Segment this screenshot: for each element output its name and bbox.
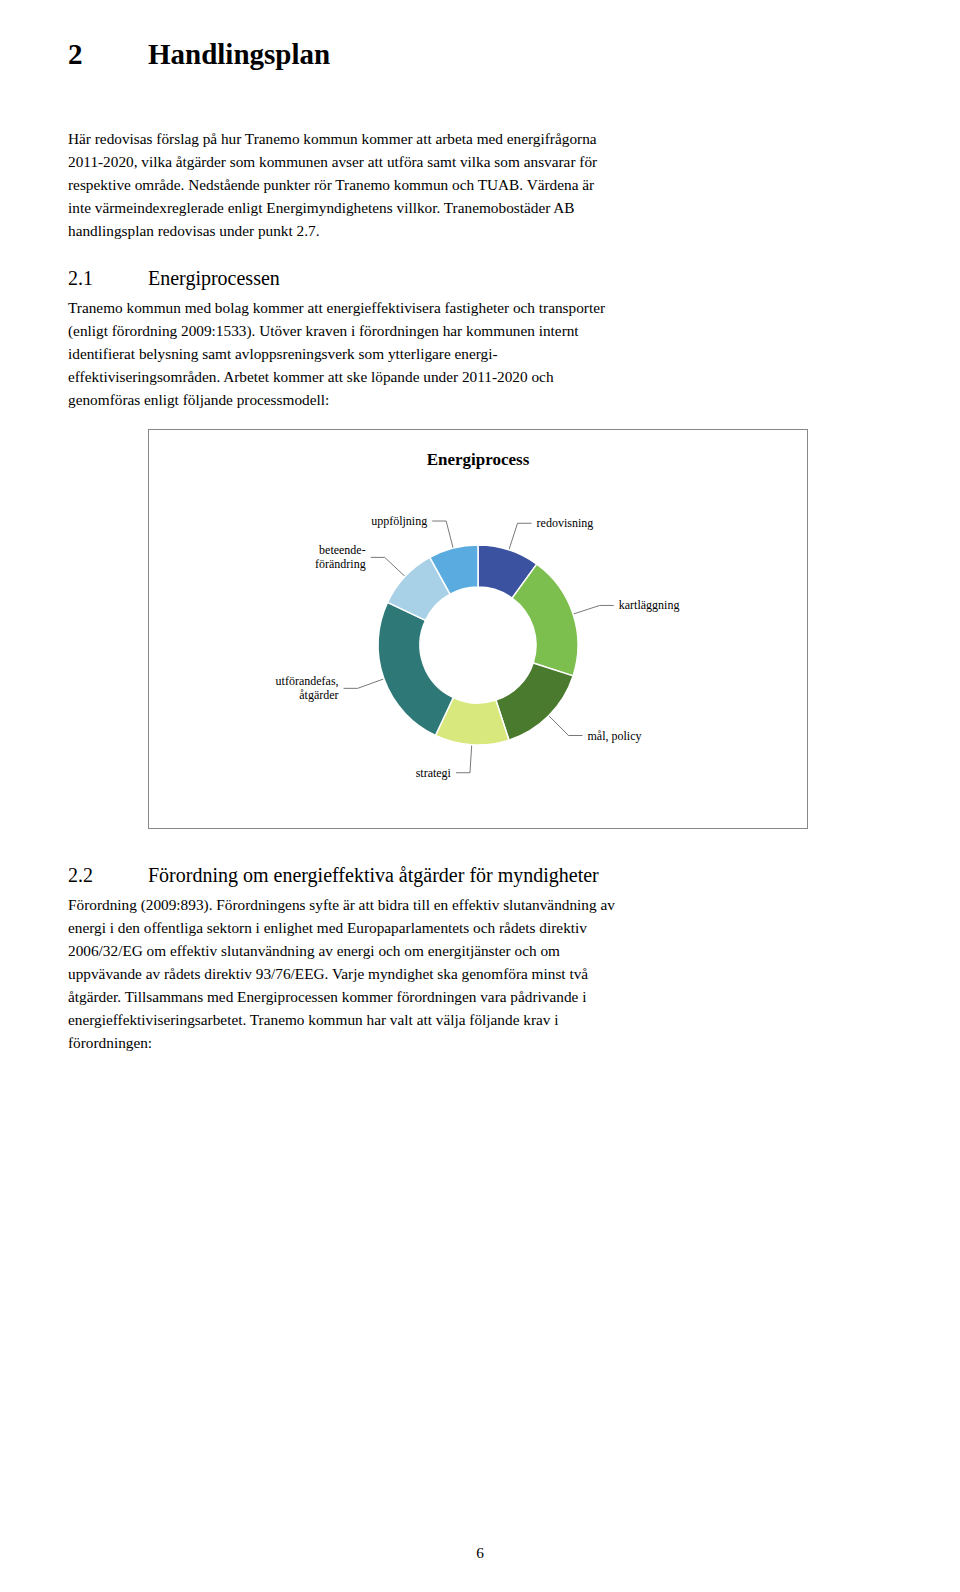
html-text:2006/32/EG om effektiv slutanv: 2006/32/EG om effektiv slutanvändning av…	[68, 942, 560, 959]
html-text:Förordning om energieffektiva: Förordning om energieffektiva åtgärder f…	[148, 864, 599, 886]
html-text:2.2: 2.2	[68, 864, 93, 886]
html-text:uppvävande av rådets direktiv: uppvävande av rådets direktiv 93/76/EEG.…	[68, 965, 589, 982]
html-text:Energiprocessen: Energiprocessen	[148, 267, 280, 289]
html-text:förordningen:: förordningen:	[68, 1034, 153, 1051]
svg-text:strategi: strategi	[416, 766, 452, 780]
svg-text:åtgärder: åtgärder	[299, 688, 338, 702]
html-text:energieffektiviseringsarbetet.: energieffektiviseringsarbetet. Tranemo k…	[68, 1011, 559, 1028]
svg-text:Energiprocess: Energiprocess	[427, 450, 530, 469]
html-text:effektiviseringsområden. Arbet: effektiviseringsområden. Arbetet kommer …	[68, 368, 554, 385]
html-text:genomföras enligt följande pro: genomföras enligt följande processmodell…	[68, 391, 330, 408]
html-text:2.1: 2.1	[68, 267, 93, 289]
html-text:Tranemo kommun med bolag komme: Tranemo kommun med bolag kommer att ener…	[68, 299, 606, 316]
html-text:Förordning (2009:893). Förordn: Förordning (2009:893). Förordningens syf…	[68, 896, 615, 913]
html-text:(enligt förordning 2009:1533).: (enligt förordning 2009:1533). Utöver kr…	[68, 322, 579, 339]
html-text:2011-2020, vilka åtgärder som: 2011-2020, vilka åtgärder som kommunen a…	[68, 153, 598, 170]
svg-text:beteende-: beteende-	[319, 543, 366, 557]
svg-text:förändring: förändring	[315, 557, 366, 571]
html-text:energi i den offentliga sektor: energi i den offentliga sektorn i enligh…	[68, 919, 587, 936]
html-text:inte värmeindexreglerade enlig: inte värmeindexreglerade enligt Energimy…	[68, 199, 575, 216]
html-text:handlingsplan redovisas under: handlingsplan redovisas under punkt 2.7.	[68, 222, 320, 239]
html-text:åtgärder. Tillsammans med Ener: åtgärder. Tillsammans med Energiprocesse…	[68, 988, 587, 1005]
html-text:identifierat belysning samt av: identifierat belysning samt avloppsrenin…	[68, 345, 498, 362]
svg-text:utförandefas,: utförandefas,	[276, 674, 339, 688]
html-text:Här redovisas förslag på hur T: Här redovisas förslag på hur Tranemo kom…	[68, 130, 597, 147]
html-text:respektive område. Nedstående: respektive område. Nedstående punkter rö…	[68, 176, 595, 193]
html-text:2: 2	[68, 38, 83, 70]
html-text:6: 6	[476, 1544, 484, 1562]
svg-text:mål, policy: mål, policy	[588, 729, 642, 743]
html-text:Handlingsplan: Handlingsplan	[148, 38, 331, 70]
svg-text:redovisning: redovisning	[537, 516, 594, 530]
svg-text:kartläggning: kartläggning	[619, 598, 680, 612]
svg-text:uppföljning: uppföljning	[371, 514, 427, 528]
